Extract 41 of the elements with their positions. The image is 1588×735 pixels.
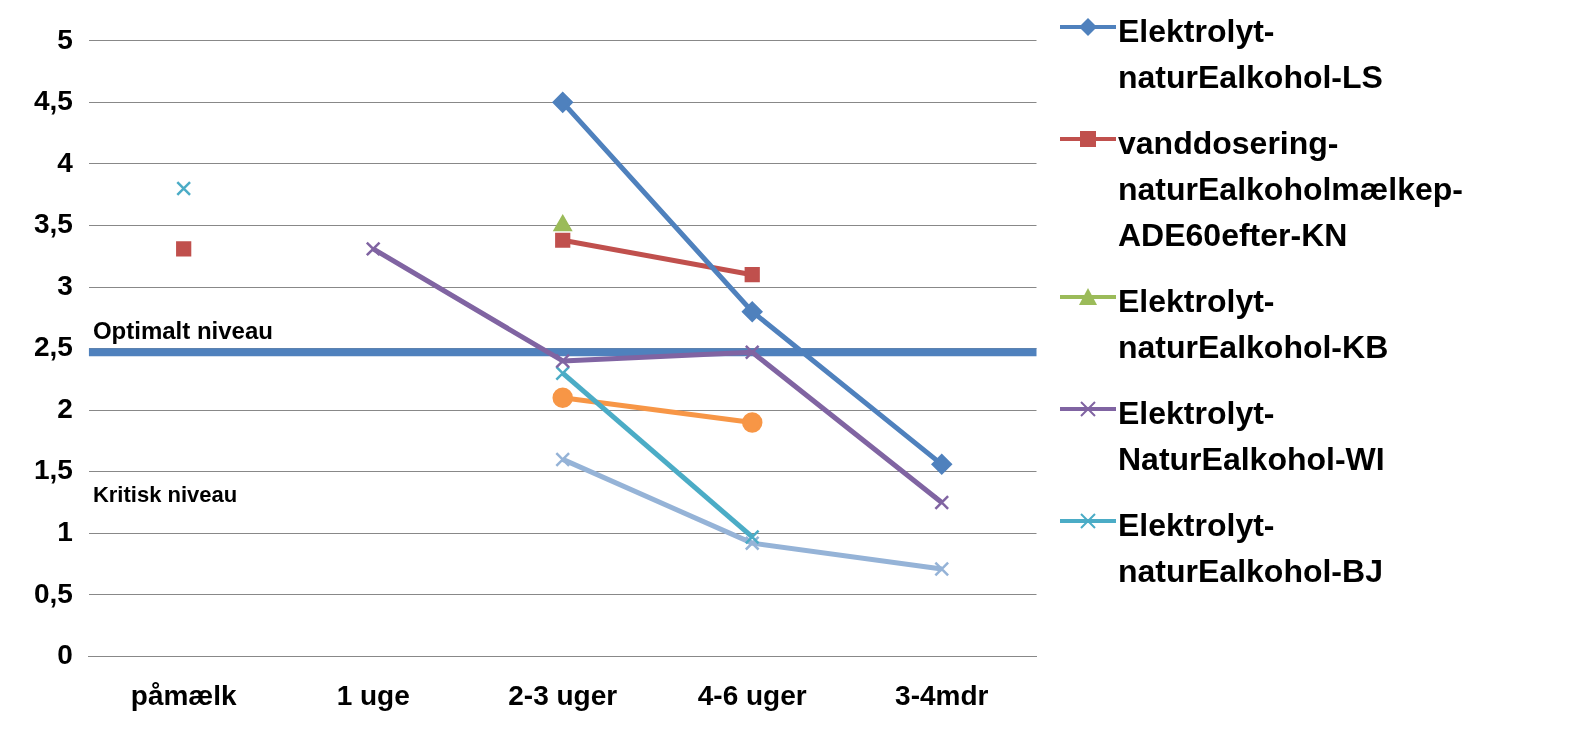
point: [934, 494, 950, 511]
point: [741, 301, 763, 322]
legend-label: Elektrolyt-naturEalkohol-LS: [1118, 12, 1384, 97]
point: [931, 454, 952, 475]
x-tick-label: 3-4mdr: [895, 679, 989, 711]
y-tick-label: 5: [57, 23, 73, 55]
ref-line-label: Optimalt niveau: [92, 316, 273, 344]
point: [176, 241, 192, 257]
x-tick-label: 4-6 uger: [697, 679, 807, 711]
y-tick-label: 2: [57, 392, 73, 424]
annotation: Kritisk niveau: [92, 482, 238, 508]
point: [744, 344, 760, 360]
point: [555, 451, 571, 468]
point: [744, 267, 760, 283]
x-tick-label: 2-3 uger: [508, 679, 618, 711]
y-tick-label: 2,5: [33, 331, 73, 363]
point: [934, 561, 950, 577]
point: [553, 215, 572, 232]
y-tick-label: 3,5: [33, 208, 73, 240]
point: [552, 387, 573, 409]
y-tick-label: 4,5: [33, 85, 73, 117]
legend-label: vanddosering-naturEalkoholmælkep-ADE60efter-KN: [1118, 124, 1464, 255]
y-tick-label: 4: [57, 146, 74, 178]
y-tick-label: 0,5: [33, 577, 73, 609]
point: [744, 529, 760, 545]
legend-label: Elektrolyt-NaturEalkohol-WI: [1118, 394, 1386, 479]
x-tick-label: påmælk: [130, 679, 238, 711]
y-tick-label: 3: [57, 269, 73, 301]
point: [365, 241, 381, 257]
y-tick-label: 0: [57, 639, 73, 671]
y-tick-label: 1: [57, 516, 73, 547]
legend-label: Elektrolyt-naturEalkohol-BJ: [1118, 506, 1384, 591]
x-tick-label: 1 uge: [336, 679, 410, 711]
point: [741, 412, 763, 433]
point: [555, 232, 571, 248]
legend-label: Elektrolyt-naturEalkohol-KB: [1118, 282, 1390, 367]
point: [176, 180, 192, 197]
y-tick-label: 1,5: [33, 454, 73, 486]
point: [555, 365, 571, 381]
point: [555, 353, 571, 369]
point: [552, 92, 573, 113]
